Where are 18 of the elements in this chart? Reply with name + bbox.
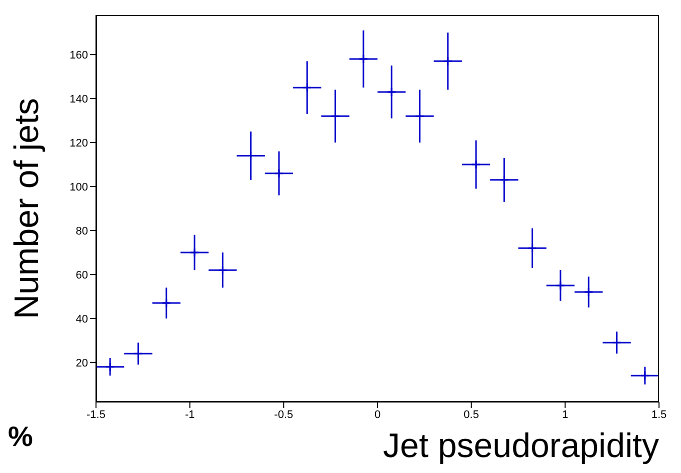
x-tick-label: 0 xyxy=(374,408,381,421)
y-axis-title: Number of jets xyxy=(8,98,46,320)
y-tick-label: 40 xyxy=(76,313,88,326)
x-tick-label: -0.5 xyxy=(274,408,294,421)
x-tick-label: 1 xyxy=(562,408,568,421)
x-tick-label: -1.5 xyxy=(86,408,106,421)
y-tick-label: 20 xyxy=(76,357,88,370)
y-tick-label: 80 xyxy=(76,225,88,238)
text: % xyxy=(8,421,33,453)
y-tick-label: 160 xyxy=(70,49,88,62)
y-tick-label: 140 xyxy=(70,93,88,106)
y-tick-label: 100 xyxy=(70,181,88,194)
x-tick-label: 0.5 xyxy=(464,408,479,421)
x-axis-title: Jet pseudorapidity xyxy=(383,427,659,465)
y-tick-label: 60 xyxy=(76,269,88,282)
y-tick-label: 120 xyxy=(70,137,88,150)
x-tick-label: 1.5 xyxy=(651,408,667,421)
x-tick-label: -1 xyxy=(184,408,195,421)
